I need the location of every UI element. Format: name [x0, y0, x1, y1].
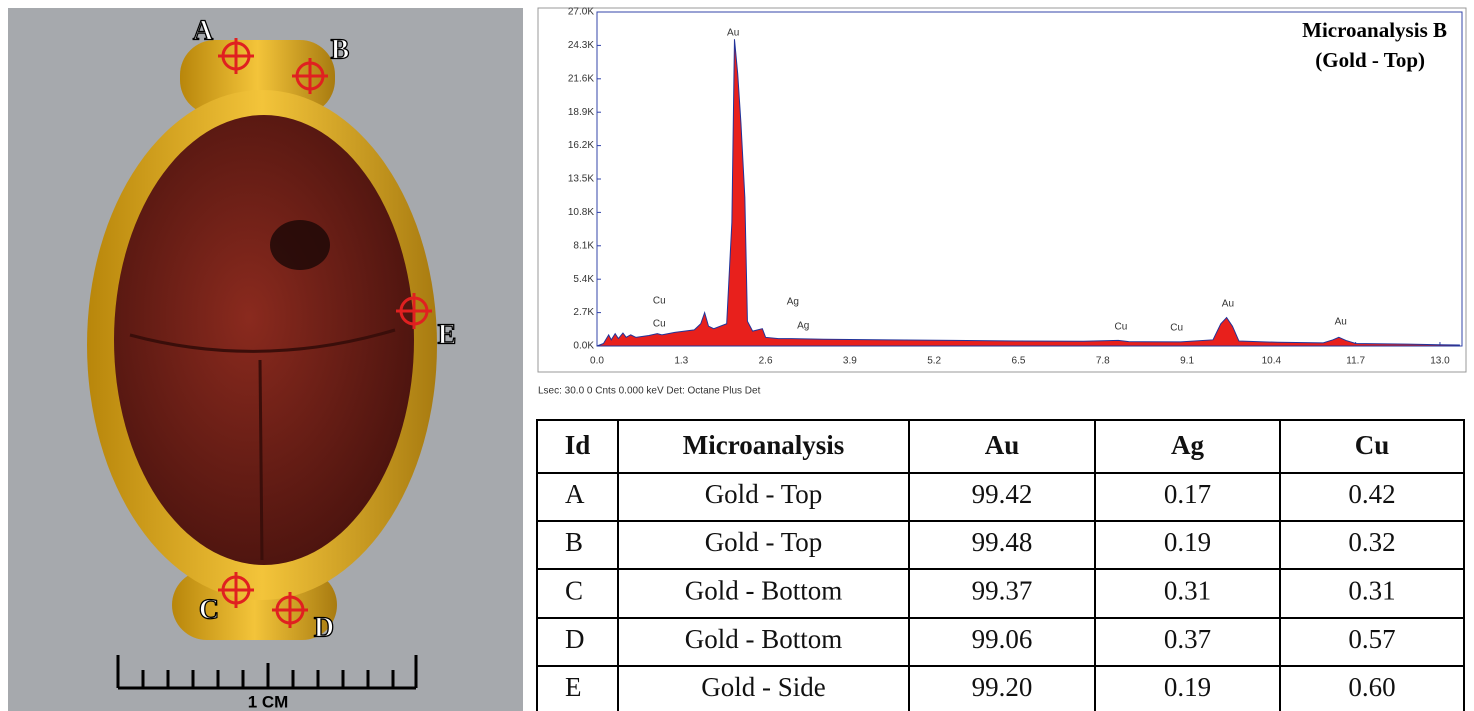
- y-tick-label: 16.2K: [568, 140, 594, 151]
- y-tick-label: 8.1K: [573, 240, 594, 251]
- y-tick-label: 2.7K: [573, 307, 594, 318]
- peak-label: Cu: [1115, 322, 1128, 333]
- peak-label: Ag: [787, 297, 799, 308]
- y-tick-label: 18.9K: [568, 107, 594, 118]
- table-cell: 0.37: [1164, 624, 1211, 654]
- x-tick-label: 7.8: [1096, 356, 1110, 367]
- x-tick-label: 3.9: [843, 356, 857, 367]
- scale-label: 1 CM: [248, 692, 289, 711]
- peak-label: Cu: [653, 319, 666, 330]
- x-tick-label: 6.5: [1012, 356, 1026, 367]
- photo: A B C D E 1 CM: [8, 8, 523, 711]
- peak-label: Cu: [1170, 323, 1183, 334]
- header-cell: Ag: [1171, 430, 1204, 460]
- table-cell: 0.19: [1164, 527, 1211, 557]
- table-cell: 0.60: [1348, 672, 1395, 702]
- table-cell: 0.57: [1348, 624, 1395, 654]
- point-label: E: [438, 319, 457, 350]
- header-cell: Au: [985, 430, 1020, 460]
- point-label: C: [199, 594, 219, 625]
- header-cell: Id: [565, 430, 591, 460]
- table-cell: Gold - Bottom: [685, 624, 843, 654]
- y-tick-label: 24.3K: [568, 40, 594, 51]
- table-cell: 99.06: [972, 624, 1033, 654]
- y-tick-label: 0.0K: [573, 341, 594, 352]
- chart-title: Microanalysis B: [1302, 18, 1447, 42]
- x-tick-label: 11.7: [1346, 356, 1365, 367]
- point-label: B: [331, 34, 350, 65]
- x-tick-label: 9.1: [1180, 356, 1194, 367]
- table-cell: 99.42: [972, 479, 1033, 509]
- table-cell: 99.37: [972, 576, 1033, 606]
- x-tick-label: 0.0: [590, 356, 604, 367]
- x-tick-label: 1.3: [674, 356, 688, 367]
- caption: Lsec: 30.0 0 Cnts 0.000 keV Det: Octane …: [538, 386, 761, 397]
- y-tick-label: 13.5K: [568, 174, 594, 185]
- table-cell: Gold - Top: [705, 527, 823, 557]
- x-tick-label: 13.0: [1430, 356, 1450, 367]
- figure: A B C D E 1 CM Microanalysis B (Gold - T…: [0, 0, 1474, 711]
- x-tick-label: 2.6: [759, 356, 773, 367]
- table-cell: D: [565, 624, 585, 654]
- table-cell: C: [565, 576, 583, 606]
- table-cell: A: [565, 479, 585, 509]
- header-cell: Microanalysis: [683, 430, 845, 460]
- table-border: [537, 420, 1464, 711]
- header-cell: Cu: [1355, 430, 1390, 460]
- table-cell: 0.31: [1164, 576, 1211, 606]
- table-cell: 99.48: [972, 527, 1033, 557]
- table-cell: E: [565, 672, 582, 702]
- x-tick-label: 10.4: [1262, 356, 1282, 367]
- table-cell: Gold - Top: [705, 479, 823, 509]
- table-cell: 0.32: [1348, 527, 1395, 557]
- x-tick-label: 5.2: [927, 356, 941, 367]
- peak-label: Au: [727, 28, 739, 39]
- peak-label: Cu: [653, 296, 666, 307]
- table-cell: 0.31: [1348, 576, 1395, 606]
- table-cell: Gold - Side: [701, 672, 826, 702]
- y-tick-label: 21.6K: [568, 73, 594, 84]
- chart-subtitle: (Gold - Top): [1315, 48, 1425, 72]
- table-cell: B: [565, 527, 583, 557]
- peak-label: Au: [1335, 317, 1347, 328]
- peak-label: Au: [1222, 299, 1234, 310]
- table-cell: 0.19: [1164, 672, 1211, 702]
- y-tick-label: 5.4K: [573, 274, 594, 285]
- point-label: A: [193, 15, 214, 46]
- table-cell: Gold - Bottom: [685, 576, 843, 606]
- point-label: D: [314, 612, 334, 643]
- y-tick-label: 10.8K: [568, 207, 594, 218]
- table-cell: 0.17: [1164, 479, 1211, 509]
- table-cell: 99.20: [972, 672, 1033, 702]
- y-tick-label: 27.0K: [568, 7, 594, 18]
- table: Id Microanalysis Au Ag Cu A Gold - Top 99.42 0.1…: [537, 420, 1464, 711]
- peak-label: Ag: [797, 321, 809, 332]
- table-cell: 0.42: [1348, 479, 1395, 509]
